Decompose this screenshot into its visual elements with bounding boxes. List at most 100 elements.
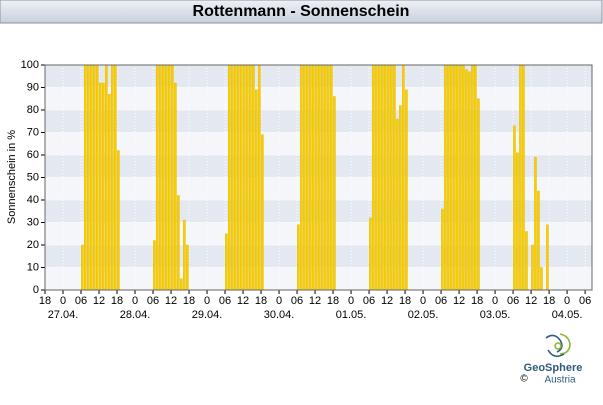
bar [396,118,399,291]
bar [159,64,162,291]
x-tick-label: 06 [219,295,231,307]
y-tick-label: 20 [27,239,39,251]
bar [300,64,303,291]
bar [96,64,99,291]
bar [228,64,231,291]
bar [537,190,540,291]
bar [372,64,375,291]
bar [102,82,105,291]
x-tick-label: 06 [147,295,159,307]
bar [540,267,543,291]
bar [534,157,537,291]
bar [183,220,186,291]
x-tick-label: 18 [543,295,555,307]
x-tick-label: 18 [183,295,195,307]
day-label: 01.05. [336,309,367,321]
bar [177,195,180,291]
x-tick-label: 0 [204,295,210,307]
y-tick-label: 80 [27,104,39,116]
bar [186,244,189,291]
bar [90,64,93,291]
x-tick-label: 06 [291,295,303,307]
y-axis-label: Sonnenschein in % [6,130,18,224]
x-tick-label: 18 [39,295,51,307]
bar [156,64,159,291]
bar [315,64,318,291]
bar [240,64,243,291]
bar [162,64,165,291]
logo: GeoSphere Austria © [520,333,582,386]
x-tick-label: 06 [507,295,519,307]
y-tick-label: 100 [21,59,39,71]
bar [252,64,255,291]
y-tick-label: 70 [27,126,39,138]
bar [99,82,102,291]
bar [459,64,462,291]
day-label: 04.05. [552,309,583,321]
x-tick-label: 06 [579,295,591,307]
bar [303,64,306,291]
day-label: 28.04. [120,309,151,321]
bar [465,69,468,291]
x-tick-label: 0 [132,295,138,307]
bar [474,64,477,291]
bar [327,64,330,291]
bar [318,64,321,291]
bar [447,64,450,291]
bar [471,64,474,291]
bar [468,71,471,291]
copyright: © [520,374,528,385]
bar [393,64,396,291]
bar [453,64,456,291]
x-tick-label: 18 [327,295,339,307]
bar [546,224,549,291]
bar [174,82,177,291]
bar [531,244,534,291]
bar [456,64,459,291]
x-tick-label: 12 [453,295,465,307]
chart-title: Rottenmann - Sonnenschein [193,3,410,20]
bar [180,278,183,291]
bar [450,64,453,291]
x-tick-label: 0 [348,295,354,307]
x-tick-label: 12 [237,295,249,307]
bar [387,64,390,291]
bar [519,64,522,291]
bar [84,64,87,291]
bar [237,64,240,291]
x-tick-label: 12 [309,295,321,307]
bar [516,152,519,291]
bar [321,64,324,291]
bar [255,89,258,291]
bar [333,96,336,291]
x-tick-label: 12 [381,295,393,307]
bar [390,64,393,291]
x-tick-label: 12 [525,295,537,307]
day-label: 03.05. [480,309,511,321]
bar [306,64,309,291]
bar [108,94,111,291]
bar [402,64,405,291]
bar [384,64,387,291]
x-tick-label: 18 [471,295,483,307]
bar [309,64,312,291]
bar [399,105,402,291]
bar [441,208,444,291]
x-tick-label: 18 [399,295,411,307]
bar [243,64,246,291]
bar [462,64,465,291]
bar [525,231,528,291]
plot-frame [44,64,593,291]
bar [81,244,84,291]
bar [381,64,384,291]
bar [231,64,234,291]
bar [246,64,249,291]
bar [405,89,408,291]
bar [324,64,327,291]
x-tick-label: 0 [492,295,498,307]
bar [93,64,96,291]
bar [513,125,516,291]
bar [477,98,480,291]
day-label: 02.05. [408,309,439,321]
